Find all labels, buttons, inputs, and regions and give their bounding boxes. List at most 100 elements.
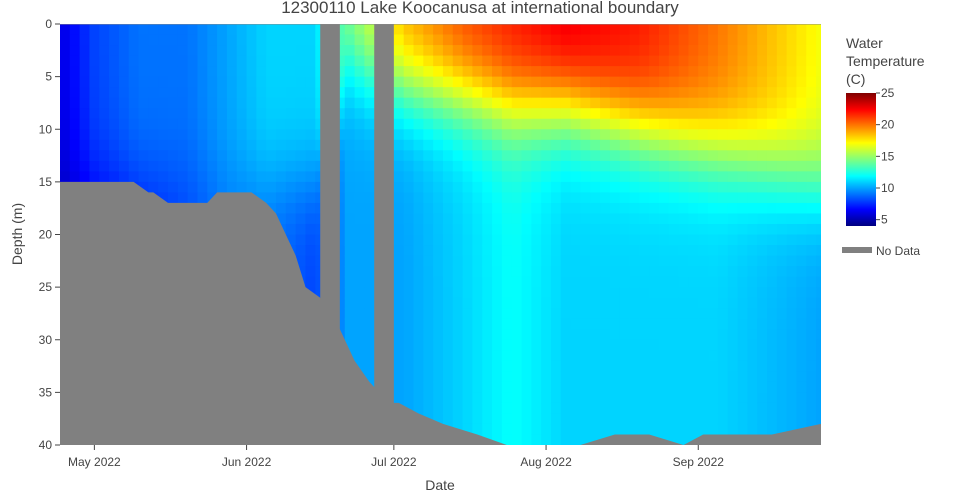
heat-cell <box>60 108 71 120</box>
heat-cell <box>462 234 474 246</box>
heat-cell <box>580 66 591 78</box>
heat-cell <box>600 318 611 330</box>
heat-cell <box>609 371 621 383</box>
heat-cell <box>816 150 821 162</box>
heat-cell <box>285 129 297 141</box>
heat-cell <box>550 234 562 246</box>
heat-cell <box>531 308 542 320</box>
heat-cell <box>668 55 680 67</box>
heat-cell <box>806 287 817 299</box>
heat-cell <box>806 129 817 141</box>
heat-cell <box>708 55 719 67</box>
heat-cell <box>639 202 650 215</box>
heat-cell <box>69 45 81 57</box>
heat-cell <box>452 392 464 404</box>
heat-cell <box>629 402 640 415</box>
heat-cell <box>649 392 660 404</box>
heat-cell <box>501 118 513 130</box>
heat-cell <box>69 87 81 99</box>
heat-cell <box>492 392 503 404</box>
heat-cell <box>158 87 169 99</box>
heat-cell <box>344 108 356 120</box>
heat-cell <box>688 276 699 288</box>
heat-cell <box>482 245 493 257</box>
heat-cell <box>168 66 179 78</box>
heat-cell <box>442 202 454 215</box>
heat-cell <box>766 245 778 257</box>
heat-cell <box>796 118 807 130</box>
heat-cell <box>580 87 591 99</box>
heat-cell <box>364 287 375 299</box>
heat-cell <box>118 24 130 36</box>
heat-cell <box>600 87 611 99</box>
heat-cell <box>118 87 130 99</box>
heat-cell <box>482 34 493 46</box>
heat-cell <box>138 45 149 57</box>
heat-cell <box>511 118 523 130</box>
heat-cell <box>609 97 621 109</box>
legend[interactable]: No Data <box>842 244 920 258</box>
heat-cell <box>226 160 238 172</box>
heat-cell <box>501 318 513 330</box>
heat-cell <box>148 118 159 130</box>
heat-cell <box>482 192 493 204</box>
heat-cell <box>521 329 532 341</box>
heat-cell <box>600 350 611 362</box>
heat-cell <box>413 276 424 288</box>
heat-cell <box>442 34 454 46</box>
heat-cell <box>806 45 817 57</box>
heat-cell <box>717 329 729 341</box>
heat-cell <box>276 34 287 46</box>
heat-cell <box>776 350 788 362</box>
heat-cell <box>658 297 670 309</box>
heat-cell <box>393 171 405 183</box>
heat-cell <box>580 381 591 393</box>
heat-cell <box>560 360 572 372</box>
heat-cell <box>600 45 611 57</box>
heat-cell <box>649 139 660 151</box>
heat-cell <box>737 371 748 383</box>
heat-cell <box>658 129 670 141</box>
heat-cell <box>668 181 680 194</box>
heat-cell <box>452 339 464 351</box>
heat-cell <box>433 392 444 404</box>
heat-cell <box>197 55 208 67</box>
heat-cell <box>413 139 424 151</box>
heat-cell <box>570 297 582 309</box>
heat-cell <box>570 118 582 130</box>
heat-cell <box>806 139 817 151</box>
heat-cell <box>766 160 778 172</box>
heat-cell <box>69 55 81 67</box>
heat-cell <box>708 192 719 204</box>
heat-cell <box>138 66 149 78</box>
heat-cell <box>560 139 572 151</box>
heat-cell <box>79 171 91 183</box>
heat-cell <box>747 381 758 393</box>
heat-cell <box>462 402 474 415</box>
heat-cell <box>148 76 159 88</box>
heat-cell <box>305 66 316 78</box>
heat-cell <box>550 192 562 204</box>
heat-cell <box>79 139 91 151</box>
heat-cell <box>393 76 405 88</box>
heat-cell <box>442 234 454 246</box>
heat-cell <box>776 55 788 67</box>
heat-cell <box>393 160 405 172</box>
heat-cell <box>708 213 719 225</box>
heat-cell <box>560 318 572 330</box>
heat-cell <box>619 55 631 67</box>
heat-cell <box>501 392 513 404</box>
heat-cell <box>256 24 267 36</box>
heat-cell <box>747 423 758 436</box>
heat-cell <box>344 171 356 183</box>
heat-cell <box>570 276 582 288</box>
heat-cell <box>99 171 110 183</box>
heat-cell <box>266 181 277 194</box>
heat-cell <box>757 381 768 393</box>
heat-cell <box>658 381 670 393</box>
heat-cell <box>236 129 248 141</box>
heat-cell <box>207 76 218 88</box>
heat-cell <box>177 45 189 57</box>
heat-cell <box>786 139 798 151</box>
heat-cell <box>433 87 444 99</box>
